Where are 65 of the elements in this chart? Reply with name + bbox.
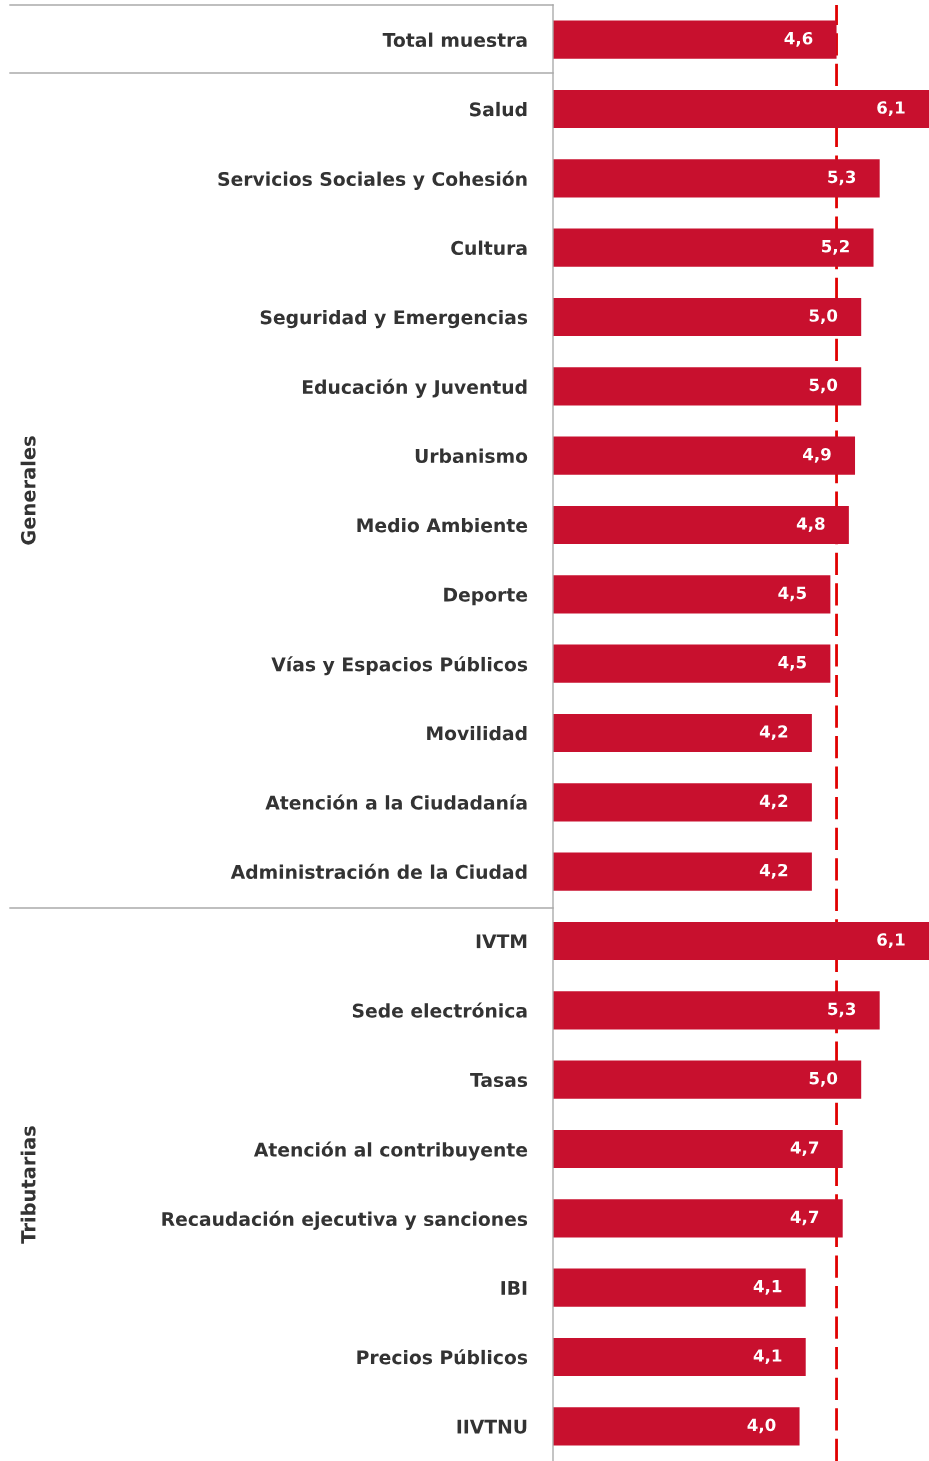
- data-label: 5,0: [809, 309, 838, 324]
- bar: [553, 1337, 806, 1377]
- data-label: 4,1: [753, 1280, 782, 1295]
- y-tick-label: Recaudación ejecutiva y sanciones: [162, 1210, 528, 1230]
- y-tick-label: Atención a la Ciudadanía: [265, 794, 527, 810]
- data-label: 4,7: [790, 1210, 819, 1226]
- bar: [553, 921, 929, 961]
- data-label: 4,6: [784, 31, 813, 47]
- data-label: 5,0: [809, 1071, 838, 1087]
- bar: [553, 228, 874, 267]
- y-tick-label: Tasas: [470, 1073, 528, 1088]
- bar: [553, 713, 812, 753]
- y-tick-label: IVTM: [476, 934, 527, 949]
- bar: [553, 783, 812, 822]
- y-tick-label: Movilidad: [427, 725, 527, 741]
- bar: [553, 89, 929, 129]
- bar: [553, 297, 862, 337]
- bar: [553, 1060, 862, 1099]
- bar: [553, 1407, 800, 1446]
- y-tick-label: Educación y Juventud: [302, 378, 527, 398]
- y-tick-label: Vías y Espacios Públicos: [271, 656, 528, 676]
- bar: [553, 991, 880, 1030]
- bar: [553, 852, 812, 891]
- y-tick-label: Servicios Sociales y Cohesión: [218, 170, 527, 190]
- y-tick-label: Sede electrónica: [352, 1002, 527, 1018]
- data-label: 4,8: [796, 517, 825, 532]
- data-label: 4,0: [747, 1418, 776, 1434]
- bar: [553, 1268, 806, 1307]
- data-label: 4,5: [778, 656, 806, 671]
- bar: [553, 436, 856, 475]
- data-label: 4,2: [759, 725, 788, 740]
- data-label: 6,1: [877, 101, 905, 116]
- y-tick-label: Urbanismo: [415, 448, 528, 464]
- bar: [553, 1199, 843, 1238]
- text: Tributarias: [20, 1126, 36, 1244]
- y-tick-label: Medio Ambiente: [357, 517, 528, 533]
- y-tick-label: Cultura: [451, 240, 527, 256]
- bar: [553, 367, 862, 406]
- y-tick-label: Administración de la Ciudad: [230, 863, 527, 880]
- y-tick-label: Total muestra: [382, 32, 527, 48]
- bar: [553, 20, 837, 59]
- bar: [553, 644, 831, 683]
- y-tick-label: Salud: [469, 101, 527, 117]
- data-label: 4,2: [759, 863, 788, 879]
- data-label: 5,0: [809, 378, 838, 394]
- text: Generales: [20, 436, 36, 545]
- y-tick-label: Deporte: [444, 587, 528, 606]
- data-label: 6,1: [877, 933, 905, 948]
- y-tick-label: Seguridad y Emergencias: [260, 309, 528, 329]
- data-label: 5,2: [822, 239, 849, 255]
- bar: [553, 505, 849, 545]
- bar: [553, 575, 831, 614]
- data-label: 4,1: [753, 1349, 782, 1364]
- data-label: 4,2: [759, 794, 788, 810]
- data-label: 4,5: [778, 586, 806, 602]
- bar: [553, 159, 880, 198]
- data-label: 5,3: [828, 1002, 856, 1018]
- data-label: 4,9: [803, 447, 831, 463]
- y-tick-label: IIVTNU: [457, 1419, 527, 1434]
- y-tick-label: IBI: [501, 1281, 527, 1295]
- y-tick-label: Atención al contribuyente: [253, 1141, 528, 1161]
- bar: [553, 1129, 843, 1169]
- data-label: 5,3: [828, 170, 856, 186]
- y-tick-label: Precios Públicos: [357, 1349, 528, 1365]
- data-label: 4,7: [790, 1141, 819, 1156]
